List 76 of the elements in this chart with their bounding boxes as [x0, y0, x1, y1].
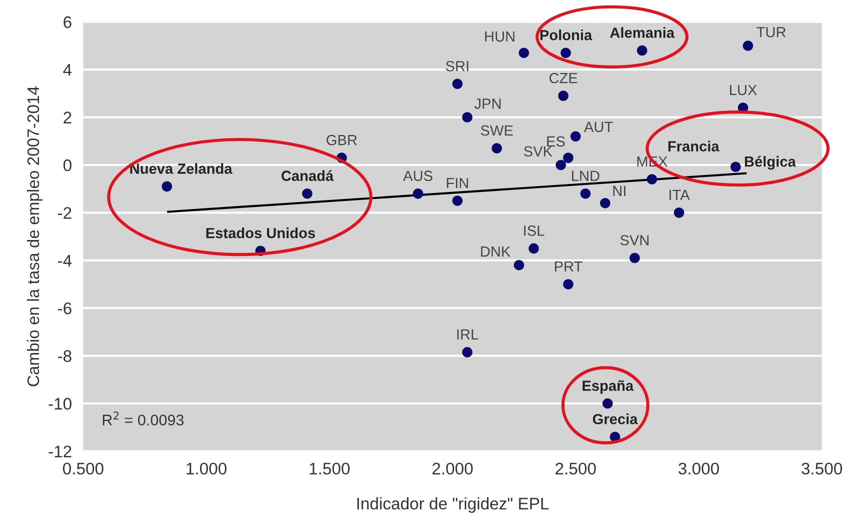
annotation: GBR	[326, 134, 357, 146]
point	[462, 347, 472, 358]
annotation: Estados Unidos	[206, 228, 315, 238]
point	[556, 160, 566, 170]
annotation: Nueva Zelanda	[130, 163, 232, 174]
point	[492, 143, 502, 154]
x-tick-label: 3.500	[802, 462, 842, 475]
y-tick-label: -12	[48, 446, 72, 458]
point	[412, 188, 424, 199]
annotation: SVK	[524, 146, 552, 157]
annotation: Polonia	[540, 30, 592, 40]
annotation: SWE	[480, 125, 513, 136]
point	[514, 260, 524, 270]
point	[730, 162, 741, 172]
annotation: R$^{2}$ = 0.0093	[102, 412, 184, 426]
point	[563, 279, 574, 290]
x-tick-label: 1.500	[310, 462, 350, 475]
annotation: NI	[613, 186, 626, 196]
x-tick-label: 2.500	[556, 462, 596, 475]
point	[742, 40, 754, 51]
point	[580, 188, 591, 199]
annotation: PRT	[554, 261, 582, 272]
x-axis-title: Indicador de "rigidez" EPL	[357, 497, 549, 513]
annotation: Francia	[668, 140, 720, 152]
annotation: ITA	[670, 190, 690, 200]
annotation: HUN	[485, 31, 514, 42]
y-tick-label: 6	[64, 16, 72, 28]
annotation: España	[582, 380, 634, 394]
y-tick-label: 4	[63, 64, 72, 76]
annotation: Grecia	[592, 414, 638, 424]
annotation: TUR	[756, 27, 786, 38]
point	[162, 181, 172, 192]
y-tick-label: -2	[58, 207, 72, 219]
annotation: AUS	[403, 170, 432, 181]
x-tick-label: 1.000	[186, 462, 227, 475]
point	[560, 48, 571, 58]
point	[602, 398, 613, 409]
annotation: Canadá	[282, 170, 334, 181]
annotation: LUX	[730, 84, 757, 96]
point	[674, 208, 684, 218]
y-axis-title: Cambio en la tasa de empleo 2007-2014	[26, 86, 42, 386]
annotation: ES	[547, 136, 565, 147]
annotation: IRL	[457, 329, 478, 340]
point	[558, 90, 568, 101]
annotation: SRI	[446, 60, 468, 72]
y-tick-label: -6	[58, 302, 72, 314]
point	[452, 78, 463, 90]
annotation: DNK	[481, 246, 510, 257]
annotation: FIN	[446, 178, 468, 188]
annotation: AUT	[584, 122, 613, 132]
annotation: JPN	[474, 98, 501, 109]
annotation: LND	[572, 170, 600, 181]
x-tick-label: 2.000	[432, 462, 473, 475]
annotation: Bélgica	[744, 156, 796, 170]
point	[570, 131, 581, 142]
point	[636, 45, 648, 56]
point	[528, 243, 539, 254]
point	[600, 198, 610, 208]
annotation: SVN	[620, 235, 649, 246]
y-tick-label: 0	[63, 159, 72, 172]
y-tick-label: -8	[58, 350, 72, 362]
point	[452, 196, 463, 206]
point	[462, 112, 472, 122]
x-tick-label: 0.500	[63, 462, 104, 475]
annotation: CZE	[549, 72, 578, 84]
annotation: Alemania	[610, 27, 675, 38]
x-tick-label: 3.000	[678, 462, 719, 475]
y-tick-label: -4	[58, 254, 72, 266]
point	[302, 188, 312, 199]
annotation: ISL	[524, 226, 544, 236]
y-tick-label: 2	[64, 112, 72, 124]
point	[646, 174, 658, 184]
point	[518, 48, 530, 58]
point	[563, 152, 574, 163]
y-tick-label: -10	[48, 398, 72, 410]
point	[630, 252, 640, 264]
